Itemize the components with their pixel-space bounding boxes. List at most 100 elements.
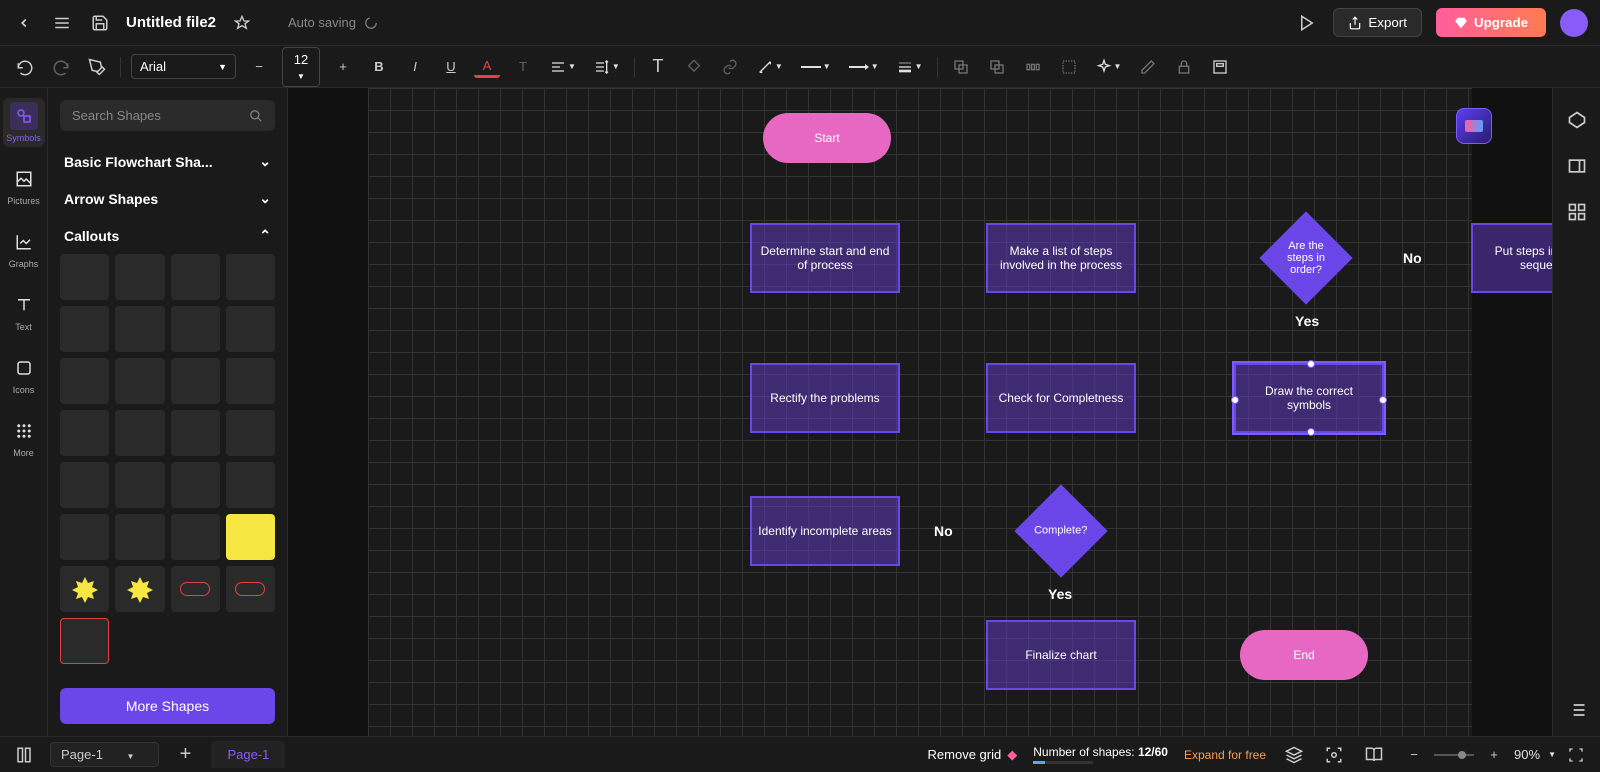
list-icon[interactable] — [1565, 698, 1589, 722]
line-spacing-button[interactable]: ▼ — [590, 59, 624, 75]
line-style-button[interactable]: ▼ — [797, 62, 835, 71]
underline-button[interactable]: U — [438, 54, 464, 80]
shape-thumb[interactable] — [60, 566, 109, 612]
node-incomplete[interactable]: Identify incomplete areas — [750, 496, 900, 566]
menu-icon[interactable] — [50, 11, 74, 35]
arrow-style-button[interactable]: ▼ — [845, 62, 883, 71]
font-color-button[interactable]: A — [474, 56, 500, 78]
back-icon[interactable] — [12, 11, 36, 35]
connector-button[interactable]: ▼ — [753, 59, 787, 75]
line-weight-button[interactable]: ▼ — [893, 59, 927, 75]
zoom-level[interactable]: 90% — [1514, 747, 1540, 762]
fill-button[interactable] — [681, 54, 707, 80]
node-start[interactable]: Start — [763, 113, 891, 163]
node-draw[interactable]: Draw the correct symbols — [1234, 363, 1384, 433]
shape-thumb[interactable] — [115, 306, 164, 352]
shape-tool-icon[interactable] — [1565, 108, 1589, 132]
italic-button[interactable]: I — [402, 54, 428, 80]
format-painter-button[interactable] — [84, 54, 110, 80]
category-basic[interactable]: Basic Flowchart Sha...⌄ — [60, 143, 275, 180]
shape-thumb[interactable] — [115, 410, 164, 456]
page-select[interactable]: Page-1 ▼ — [50, 742, 159, 767]
selection-handle[interactable] — [1307, 360, 1315, 368]
avatar[interactable] — [1560, 9, 1588, 37]
book-icon[interactable] — [1362, 743, 1386, 767]
node-list[interactable]: Make a list of steps involved in the pro… — [986, 223, 1136, 293]
align-button[interactable]: ▼ — [546, 59, 580, 75]
lock-button[interactable] — [1171, 54, 1197, 80]
expand-link[interactable]: Expand for free — [1184, 748, 1266, 762]
shape-thumb[interactable] — [171, 254, 220, 300]
more-shapes-button[interactable]: More Shapes — [60, 688, 275, 724]
rail-graphs[interactable]: Graphs — [3, 224, 45, 273]
edit-button[interactable] — [1135, 54, 1161, 80]
save-icon[interactable] — [88, 11, 112, 35]
node-finalize[interactable]: Finalize chart — [986, 620, 1136, 690]
shape-thumb[interactable] — [60, 410, 109, 456]
font-family-select[interactable]: Arial▼ — [131, 54, 236, 79]
add-page-button[interactable]: + — [173, 743, 197, 767]
shape-thumb[interactable] — [226, 410, 275, 456]
zoom-in-button[interactable]: + — [1482, 743, 1506, 767]
category-callouts[interactable]: Callouts⌃ — [60, 217, 275, 254]
bring-front-button[interactable] — [948, 54, 974, 80]
shape-thumb[interactable] — [60, 254, 109, 300]
shape-thumb[interactable] — [226, 358, 275, 404]
node-determine[interactable]: Determine start and end of process — [750, 223, 900, 293]
pages-icon[interactable] — [12, 743, 36, 767]
rail-icons[interactable]: Icons — [3, 350, 45, 399]
rail-pictures[interactable]: Pictures — [3, 161, 45, 210]
play-icon[interactable] — [1295, 11, 1319, 35]
container-button[interactable] — [1207, 54, 1233, 80]
search-input[interactable]: Search Shapes — [60, 100, 275, 131]
shape-thumb[interactable] — [115, 514, 164, 560]
rail-symbols[interactable]: Symbols — [3, 98, 45, 147]
layers-icon[interactable] — [1282, 743, 1306, 767]
selection-handle[interactable] — [1307, 428, 1315, 436]
redo-button[interactable] — [48, 54, 74, 80]
upgrade-button[interactable]: Upgrade — [1436, 8, 1546, 37]
node-rectify[interactable]: Rectify the problems — [750, 363, 900, 433]
rail-text[interactable]: Text — [3, 287, 45, 336]
selection-handle[interactable] — [1231, 396, 1239, 404]
node-check[interactable]: Check for Completness — [986, 363, 1136, 433]
shape-thumb[interactable] — [115, 462, 164, 508]
shape-thumb[interactable] — [171, 410, 220, 456]
shape-thumb[interactable] — [171, 514, 220, 560]
font-size-input[interactable]: 12 ▼ — [282, 47, 320, 87]
shape-thumb[interactable] — [60, 618, 109, 664]
page-tab[interactable]: Page-1 — [211, 741, 285, 768]
shape-thumb[interactable] — [60, 358, 109, 404]
text-tool-button[interactable]: T — [645, 54, 671, 80]
shape-thumb[interactable] — [226, 462, 275, 508]
star-icon[interactable] — [230, 11, 254, 35]
link-button[interactable] — [717, 54, 743, 80]
highlight-button[interactable]: T — [510, 54, 536, 80]
shape-thumb[interactable] — [60, 306, 109, 352]
group-button[interactable] — [1056, 54, 1082, 80]
shape-thumb[interactable] — [226, 514, 275, 560]
undo-button[interactable] — [12, 54, 38, 80]
shape-thumb[interactable] — [171, 306, 220, 352]
panel-icon[interactable] — [1565, 154, 1589, 178]
shape-thumb[interactable] — [60, 462, 109, 508]
remove-grid-button[interactable]: Remove grid◆ — [928, 747, 1018, 763]
distribute-button[interactable] — [1020, 54, 1046, 80]
shape-thumb[interactable] — [60, 514, 109, 560]
zoom-slider[interactable] — [1434, 750, 1474, 760]
effects-button[interactable]: ▼ — [1092, 59, 1126, 75]
grid-icon[interactable] — [1565, 200, 1589, 224]
export-button[interactable]: Export — [1333, 8, 1422, 37]
canvas[interactable]: Start Determine start and end of process… — [288, 88, 1552, 736]
selection-handle[interactable] — [1379, 396, 1387, 404]
shape-thumb[interactable] — [226, 566, 275, 612]
shape-thumb[interactable] — [115, 566, 164, 612]
ai-button[interactable] — [1456, 108, 1492, 144]
shape-thumb[interactable] — [115, 358, 164, 404]
shape-thumb[interactable] — [171, 462, 220, 508]
rail-more[interactable]: More — [3, 413, 45, 462]
font-decrease-button[interactable]: − — [246, 54, 272, 80]
category-arrow[interactable]: Arrow Shapes⌄ — [60, 180, 275, 217]
shape-thumb[interactable] — [226, 254, 275, 300]
shape-thumb[interactable] — [226, 306, 275, 352]
